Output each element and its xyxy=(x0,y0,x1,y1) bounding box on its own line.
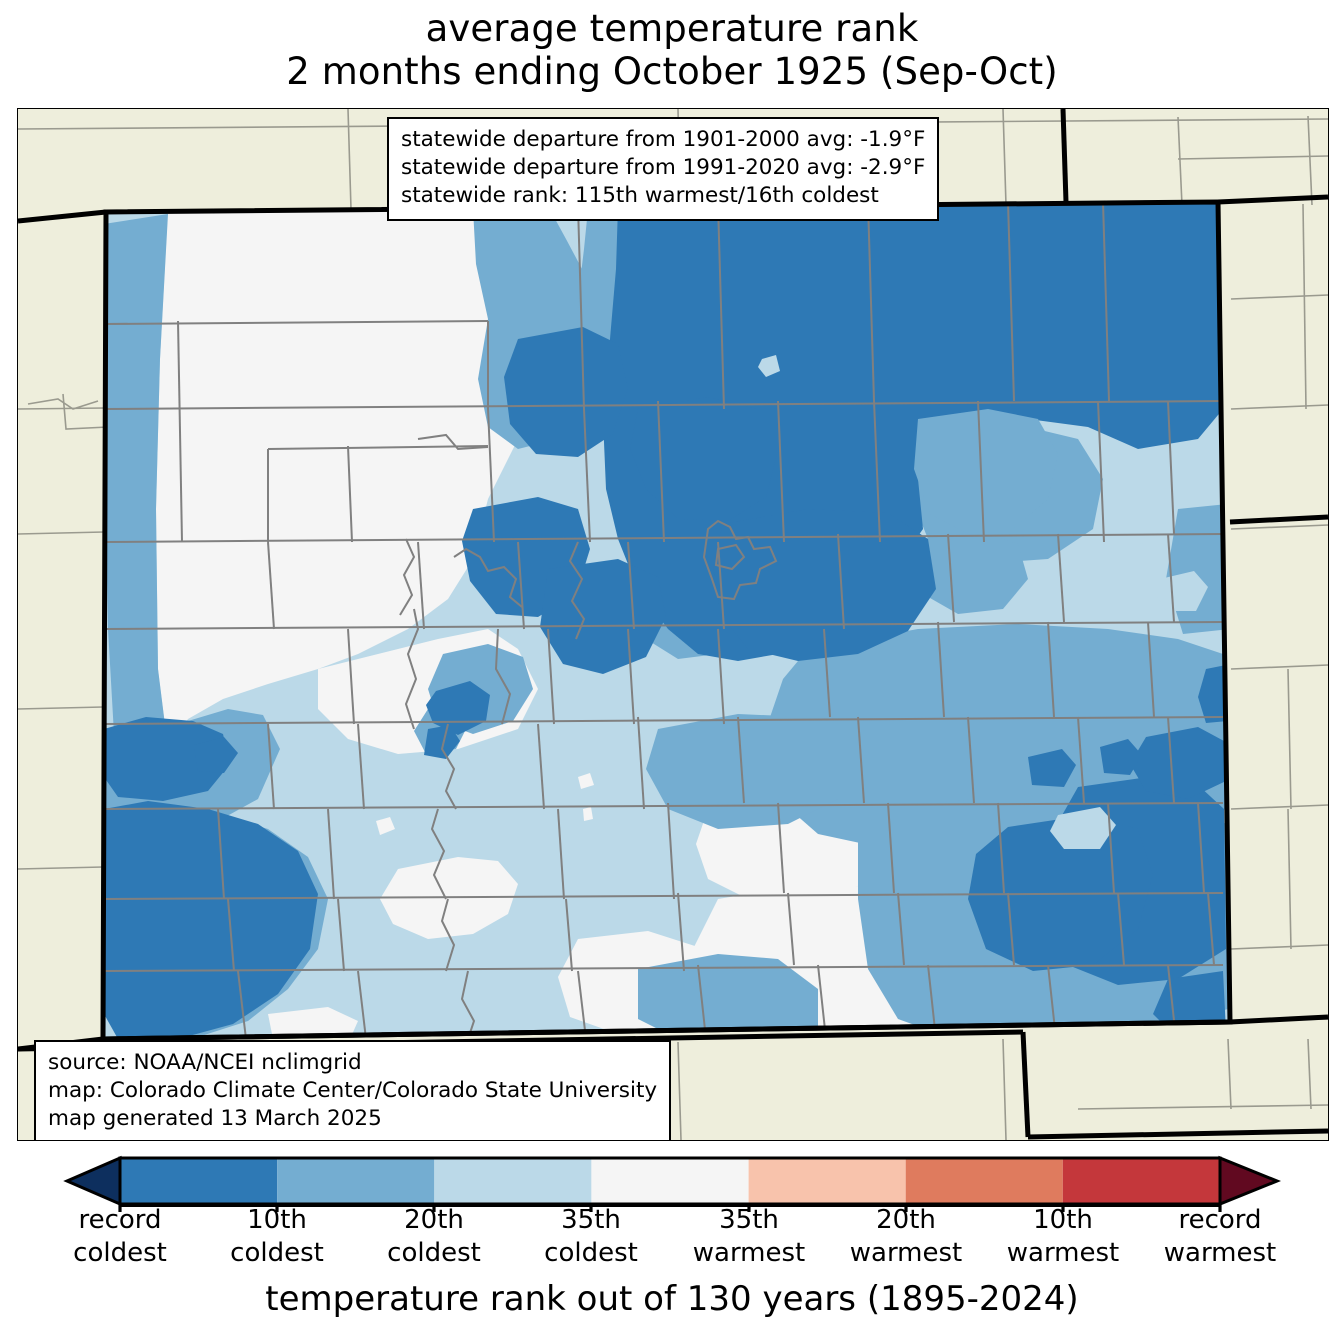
generated-date-line: map generated 13 March 2025 xyxy=(48,1105,382,1131)
cblabel-record-coldest: record coldest xyxy=(73,1205,167,1268)
map-credit-line: map: Colorado Climate Center/Colorado St… xyxy=(48,1077,658,1103)
statewide-rank: statewide rank: 115th warmest/16th colde… xyxy=(401,182,879,208)
swatch-record-coldest-arrow xyxy=(63,1155,122,1207)
colorbar-legend: record coldest 10th coldest 20th coldest 35… xyxy=(0,1152,1344,1337)
cblabel-10th-warmest: 10th warmest xyxy=(1006,1205,1120,1268)
colorbar-ticks xyxy=(118,1204,1222,1212)
title-line-1: average temperature rank xyxy=(425,7,919,50)
colorbar-caption: temperature rank out of 130 years (1895-… xyxy=(265,1279,1079,1319)
cblabel-record-warmest: record warmest xyxy=(1163,1205,1277,1268)
rank-shading-layer xyxy=(103,202,1230,1039)
colorado-temperature-rank-map xyxy=(18,109,1328,1140)
swatch-neutral xyxy=(591,1158,749,1204)
swatch-35th-warmest xyxy=(748,1158,906,1204)
title-line-2: 2 months ending October 1925 (Sep-Oct) xyxy=(286,49,1058,93)
colorbar-swatches xyxy=(63,1155,1282,1212)
departure-1991-2020: statewide departure from 1991-2020 avg: … xyxy=(401,154,926,180)
swatch-10th-coldest xyxy=(120,1158,278,1204)
band-10th-coldest xyxy=(104,202,1228,1039)
cblabel-35th-warmest: 35th warmest xyxy=(692,1205,806,1268)
swatch-record-warmest-arrow xyxy=(1218,1155,1282,1207)
map-panel: statewide departure from 1901-2000 avg: … xyxy=(17,108,1329,1141)
colorbar-tick-labels: record coldest 10th coldest 20th coldest 35… xyxy=(0,1204,1344,1284)
cblabel-10th-coldest: 10th coldest xyxy=(230,1205,324,1268)
band-35th-coldest-islands xyxy=(758,355,1208,849)
cblabel-35th-coldest: 35th coldest xyxy=(544,1205,638,1268)
swatch-10th-warmest xyxy=(1062,1158,1220,1204)
departure-1901-2000: statewide departure from 1901-2000 avg: … xyxy=(401,127,926,152)
figure-title: average temperature rank 2 months ending… xyxy=(0,7,1344,94)
statewide-summary-box: statewide departure from 1901-2000 avg: … xyxy=(387,117,940,221)
swatch-35th-coldest xyxy=(434,1158,592,1204)
swatch-20th-warmest xyxy=(905,1158,1063,1204)
source-line: source: NOAA/NCEI nclimgrid xyxy=(48,1050,362,1075)
colorado-county-lines xyxy=(103,202,1224,1039)
cblabel-20th-coldest: 20th coldest xyxy=(387,1205,481,1268)
source-credit-box: source: NOAA/NCEI nclimgrid map: Colorad… xyxy=(34,1040,672,1140)
cblabel-20th-warmest: 20th warmest xyxy=(849,1205,963,1268)
swatch-20th-coldest xyxy=(277,1158,435,1204)
